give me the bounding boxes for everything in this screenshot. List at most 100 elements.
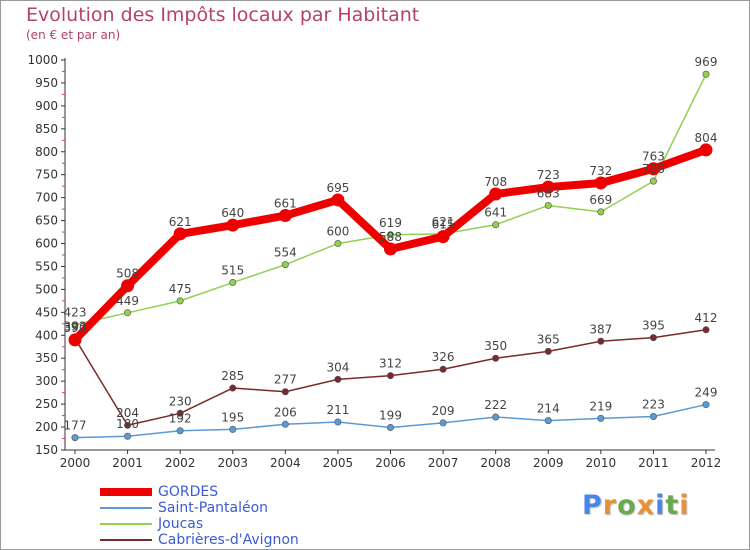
data-label: 619 [379, 216, 402, 230]
y-tick-label: 900 [35, 99, 58, 113]
proxiti-logo: Proxiti [582, 490, 690, 521]
data-point [699, 143, 713, 157]
data-label: 277 [274, 373, 297, 387]
data-label: 177 [64, 419, 87, 433]
data-label: 621 [432, 215, 455, 229]
data-label: 763 [642, 150, 665, 164]
data-point [176, 297, 184, 305]
data-label: 732 [589, 164, 612, 178]
data-point [386, 231, 394, 239]
data-point [702, 401, 710, 409]
data-point [436, 230, 450, 244]
x-tick-label: 2008 [480, 456, 511, 470]
data-label: 669 [589, 193, 612, 207]
data-label: 661 [274, 197, 297, 211]
data-label: 249 [695, 386, 718, 400]
data-label: 206 [274, 405, 297, 419]
data-point [176, 409, 184, 417]
data-point [124, 421, 132, 429]
logo-letter: x [636, 490, 656, 521]
data-label: 214 [537, 402, 560, 416]
data-label: 423 [64, 306, 87, 320]
data-label: 285 [221, 369, 244, 383]
x-tick-label: 2006 [375, 456, 406, 470]
data-point [597, 337, 605, 345]
data-point [492, 221, 500, 229]
data-point [541, 180, 555, 194]
data-label: 588 [379, 230, 402, 244]
data-label: 326 [432, 350, 455, 364]
x-tick-label: 2005 [323, 456, 354, 470]
data-label: 969 [695, 55, 718, 69]
data-label: 390 [64, 321, 87, 335]
data-label: 804 [695, 131, 718, 145]
data-label: 412 [695, 311, 718, 325]
x-tick-label: 2010 [586, 456, 617, 470]
data-point [229, 384, 237, 392]
data-point [281, 420, 289, 428]
data-label: 515 [221, 264, 244, 278]
data-point [702, 326, 710, 334]
data-label: 395 [642, 319, 665, 333]
legend-swatch [100, 539, 152, 541]
y-tick-label: 800 [35, 145, 58, 159]
data-point [334, 240, 342, 248]
data-label: 223 [642, 398, 665, 412]
data-point [702, 70, 710, 78]
data-label: 449 [116, 294, 139, 308]
data-point [334, 375, 342, 383]
data-point [544, 417, 552, 425]
data-label: 508 [116, 267, 139, 281]
data-label: 222 [484, 398, 507, 412]
y-tick-label: 400 [35, 328, 58, 342]
data-label: 640 [221, 206, 244, 220]
data-label: 209 [432, 404, 455, 418]
data-label: 195 [221, 410, 244, 424]
legend-label: Saint-Pantaléon [158, 500, 269, 516]
logo-letter: i [655, 490, 666, 521]
y-tick-label: 150 [35, 443, 58, 457]
data-point [124, 432, 132, 440]
legend-swatch [100, 507, 152, 509]
legend-swatch [100, 488, 152, 496]
data-label: 393 [64, 320, 87, 334]
logo-letter: P [582, 490, 603, 521]
data-label: 554 [274, 246, 297, 260]
data-point [439, 419, 447, 427]
x-tick-label: 2007 [428, 456, 459, 470]
data-point [439, 365, 447, 373]
data-label: 230 [169, 394, 192, 408]
logo-letter: r [602, 490, 618, 521]
y-tick-label: 350 [35, 351, 58, 365]
data-point [226, 218, 240, 232]
chart-subtitle: (en € et par an) [26, 28, 121, 42]
data-label: 387 [589, 322, 612, 336]
x-tick-label: 2002 [165, 456, 196, 470]
data-label: 641 [484, 206, 507, 220]
x-tick-label: 2011 [638, 456, 669, 470]
y-tick-label: 600 [35, 237, 58, 251]
data-label: 199 [379, 409, 402, 423]
data-point [121, 279, 135, 293]
y-tick-label: 250 [35, 397, 58, 411]
legend-label: Cabrières-d'Avignon [158, 532, 299, 548]
data-point [278, 209, 292, 223]
data-point [492, 354, 500, 362]
x-tick-label: 2001 [112, 456, 143, 470]
y-tick-label: 950 [35, 76, 58, 90]
x-tick-label: 2004 [270, 456, 301, 470]
data-label: 723 [537, 168, 560, 182]
y-tick-label: 450 [35, 305, 58, 319]
data-point [386, 372, 394, 380]
data-point [71, 434, 79, 442]
data-label: 219 [589, 399, 612, 413]
x-tick-label: 2000 [60, 456, 91, 470]
data-point [71, 321, 79, 329]
data-point [176, 427, 184, 435]
logo-letter: i [679, 490, 690, 521]
data-label: 695 [326, 181, 349, 195]
data-point [229, 425, 237, 433]
y-tick-label: 200 [35, 420, 58, 434]
data-label: 475 [169, 282, 192, 296]
